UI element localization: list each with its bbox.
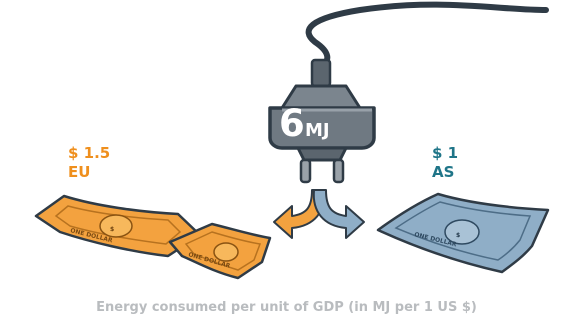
as-region: AS [432,163,455,181]
banknote-icon: $ ONE DOLLAR ONE DOLLAR [34,194,272,280]
diagram-caption: Energy consumed per unit of GDP (in MJ p… [96,300,477,315]
as-price: $ 1 [432,144,459,162]
curved-arrow-right-icon [312,189,365,239]
energy-value: 6 [279,102,305,145]
eu-label: $ 1.5 EU [68,144,110,182]
banknote-symbol: $ [456,232,460,239]
plug-cable [305,1,549,71]
eu-price: $ 1.5 [68,144,111,162]
banknote-symbol: $ [110,226,114,233]
banknote-icon: $ ONE DOLLAR [376,192,550,274]
eu-region: EU [68,163,91,181]
energy-unit: MJ [305,120,330,141]
as-label: $ 1 AS [432,144,458,182]
power-plug-icon: 6 MJ [268,58,376,184]
